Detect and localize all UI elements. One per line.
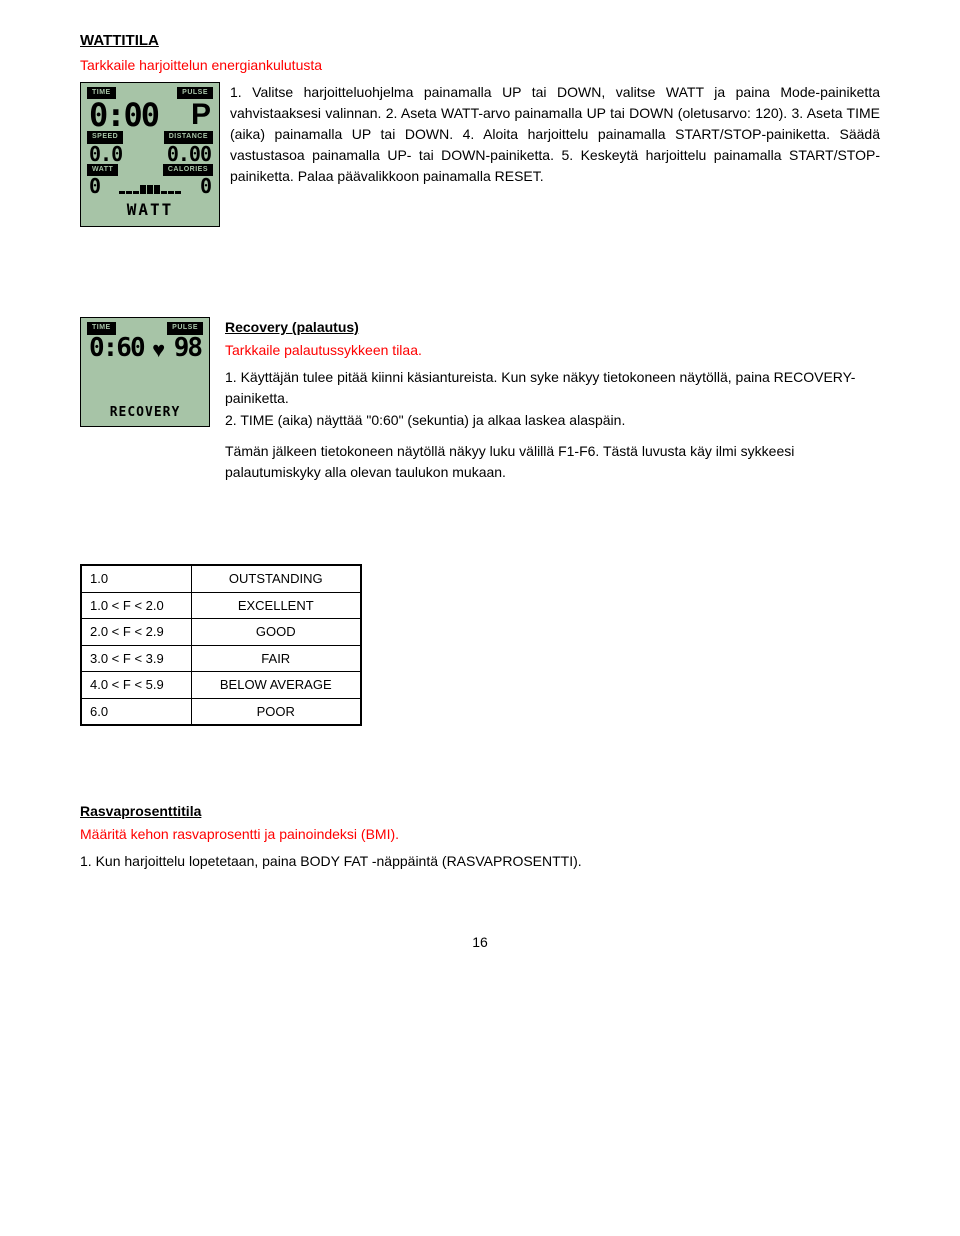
recovery-line2: 2. TIME (aika) näyttää "0:60" (sekuntia)… xyxy=(225,410,880,431)
section-recovery: TIME PULSE 0:60 ♥ 98 RECOVERY Recovery (… xyxy=(80,317,880,484)
lcd-mode-label: WATT xyxy=(85,196,215,222)
rating-range: 2.0 < F < 2.9 xyxy=(81,619,191,646)
lcd-distance-value: 0.00 xyxy=(167,144,211,164)
wattitila-title: WATTITILA xyxy=(80,30,880,53)
rasva-line1: 1. Kun harjoittelu lopetetaan, paina BOD… xyxy=(80,851,880,872)
rating-label: EXCELLENT xyxy=(191,592,361,619)
section-rasvaprosentti: Rasvaprosenttitila Määritä kehon rasvapr… xyxy=(80,801,880,872)
lcd-watt-value: 0 xyxy=(89,176,100,196)
lcd-time-value: 0:00 xyxy=(89,99,158,131)
lcd2-time-value: 0:60 xyxy=(89,335,144,361)
table-row: 4.0 < F < 5.9BELOW AVERAGE xyxy=(81,672,361,699)
wattitila-body: 1. Valitse harjoitteluohjelma painamalla… xyxy=(230,82,880,228)
rating-range: 6.0 xyxy=(81,698,191,725)
rating-label: POOR xyxy=(191,698,361,725)
rating-range: 3.0 < F < 3.9 xyxy=(81,645,191,672)
recovery-title: Recovery (palautus) xyxy=(225,317,880,338)
table-row: 6.0POOR xyxy=(81,698,361,725)
page-number: 16 xyxy=(80,932,880,953)
table-row: 2.0 < F < 2.9GOOD xyxy=(81,619,361,646)
rating-label: OUTSTANDING xyxy=(191,565,361,592)
heart-icon: ♥ xyxy=(152,339,165,361)
table-row: 1.0OUTSTANDING xyxy=(81,565,361,592)
table-row: 3.0 < F < 3.9FAIR xyxy=(81,645,361,672)
section-wattitila: WATTITILA Tarkkaile harjoittelun energia… xyxy=(80,30,880,227)
recovery-rating-table: 1.0OUTSTANDING1.0 < F < 2.0EXCELLENT2.0 … xyxy=(80,564,362,726)
recovery-line1: 1. Käyttäjän tulee pitää kiinni käsiantu… xyxy=(225,367,880,409)
rating-label: BELOW AVERAGE xyxy=(191,672,361,699)
lcd-p-value: P xyxy=(191,100,211,130)
table-row: 1.0 < F < 2.0EXCELLENT xyxy=(81,592,361,619)
recovery-subtitle: Tarkkaile palautussykkeen tilaa. xyxy=(225,340,880,361)
lcd-bar-graph xyxy=(119,185,181,194)
lcd-recovery-display: TIME PULSE 0:60 ♥ 98 RECOVERY xyxy=(80,317,210,484)
rasva-title: Rasvaprosenttitila xyxy=(80,801,880,822)
lcd-calories-value: 0 xyxy=(200,176,211,196)
wattitila-subtitle: Tarkkaile harjoittelun energiankulutusta xyxy=(80,55,880,76)
rating-range: 1.0 < F < 2.0 xyxy=(81,592,191,619)
lcd-speed-value: 0.0 xyxy=(89,144,122,164)
recovery-line3: Tämän jälkeen tietokoneen näytöllä näkyy… xyxy=(225,441,880,483)
lcd-watt-display: TIME PULSE 0:00 P SPEED DISTANCE 0.0 0.0… xyxy=(80,82,220,228)
lcd2-pulse-value: 98 xyxy=(174,335,201,361)
rating-label: GOOD xyxy=(191,619,361,646)
rasva-subtitle: Määritä kehon rasvaprosentti ja painoind… xyxy=(80,824,880,845)
rating-range: 4.0 < F < 5.9 xyxy=(81,672,191,699)
rating-label: FAIR xyxy=(191,645,361,672)
lcd2-mode-label: RECOVERY xyxy=(85,401,205,423)
rating-range: 1.0 xyxy=(81,565,191,592)
